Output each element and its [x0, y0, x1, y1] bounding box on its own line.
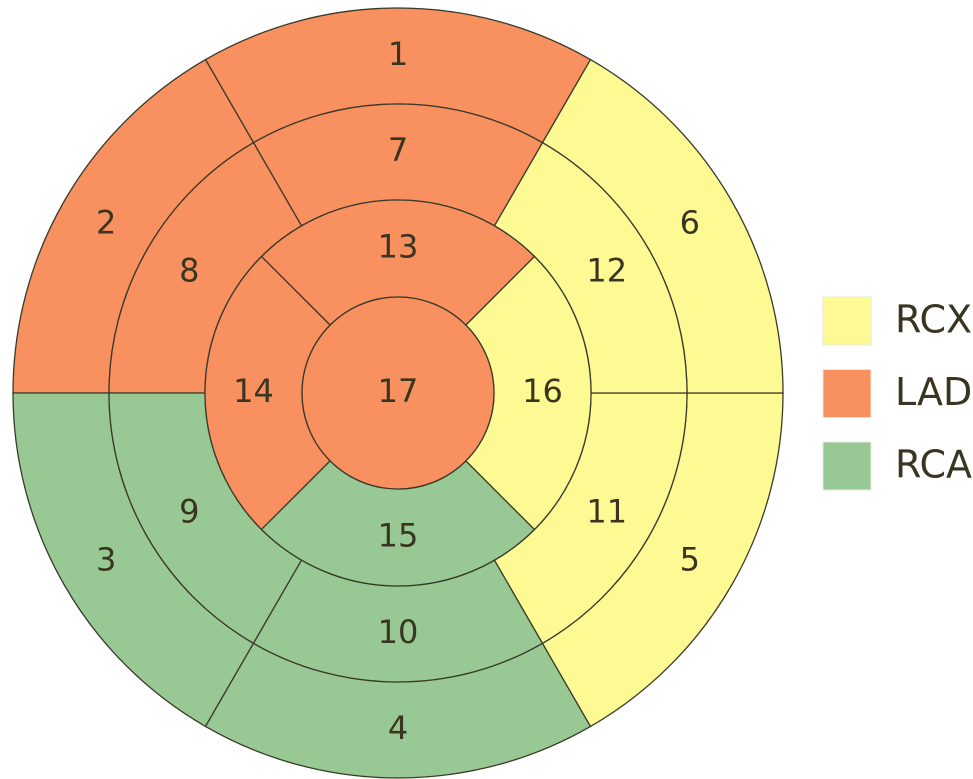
segment-label: 5 — [680, 541, 700, 579]
segment-label: 13 — [378, 228, 419, 266]
segment — [301, 296, 495, 490]
segment-label: 2 — [96, 204, 116, 242]
segment-label: 9 — [179, 493, 199, 531]
segment-label: 17 — [378, 372, 419, 410]
segment-label: 3 — [96, 541, 116, 579]
segment-label: 8 — [179, 252, 199, 290]
legend-swatch — [822, 369, 872, 418]
legend-label: RCA — [895, 443, 972, 487]
segment-label: 7 — [388, 131, 408, 169]
segment-label: 6 — [680, 204, 700, 242]
segment-label: 15 — [378, 517, 419, 555]
legend-swatch — [822, 296, 872, 346]
legend-label: LAD — [895, 370, 972, 414]
segment-label: 1 — [388, 35, 408, 73]
segment-label: 12 — [586, 252, 627, 290]
segment-label: 11 — [586, 493, 627, 531]
segment-label: 4 — [388, 709, 408, 747]
legend-swatch — [822, 441, 872, 491]
segment-label: 10 — [378, 613, 419, 651]
segment-label: 16 — [522, 372, 563, 410]
legend-label: RCX — [895, 298, 972, 342]
segment-label: 14 — [233, 372, 274, 410]
